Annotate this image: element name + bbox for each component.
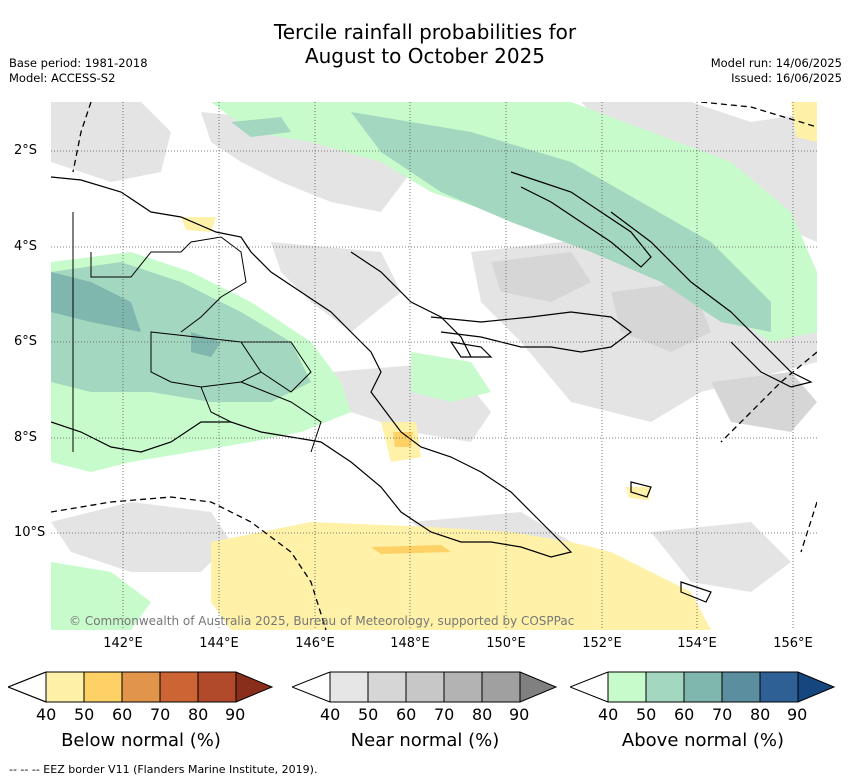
cbar-near-swatch [406, 672, 444, 702]
lat-tick-10s: 10°S [14, 525, 46, 540]
issued-date: Issued: 16/06/2025 [731, 71, 842, 85]
cbar-below-swatch [236, 672, 272, 702]
cbar-near-swatch [520, 672, 556, 702]
cbar-tick: 40 [36, 705, 57, 724]
cbar-tick: 80 [188, 705, 209, 724]
graticule [51, 102, 817, 630]
cbar-tick: 90 [787, 705, 808, 724]
cbar-below-swatch [84, 672, 122, 702]
lon-tick-156: 156°E [773, 636, 813, 651]
eez-borders [51, 102, 817, 630]
cbar-below-swatch [46, 672, 84, 702]
lat-tick-6s: 6°S [14, 334, 38, 349]
cbar-near-swatch [444, 672, 482, 702]
cbar-below-swatch [198, 672, 236, 702]
cbar-near-swatch [482, 672, 520, 702]
lon-tick-144: 144°E [199, 636, 239, 651]
cbar-tick: 60 [674, 705, 695, 724]
meta-right: Model run: 14/06/2025 Issued: 16/06/2025 [711, 56, 842, 86]
base-period: Base period: 1981-2018 [9, 56, 148, 70]
colorbar-below-normal [8, 671, 274, 703]
cbar-above-label: Above normal (%) [621, 730, 785, 751]
cbar-above-swatch [798, 672, 834, 702]
lon-tick-150: 150°E [486, 636, 526, 651]
cbar-tick: 70 [434, 705, 455, 724]
cbar-near-ticks: 40 50 60 70 80 90 [320, 705, 540, 725]
cbar-below-ticks: 40 50 60 70 80 90 [36, 705, 256, 725]
below-normal-50 [371, 432, 451, 554]
cbar-below-swatch [122, 672, 160, 702]
lat-tick-2s: 2°S [14, 143, 38, 158]
eez-footnote: -- -- -- EEZ border V11 (Flanders Marine… [9, 763, 318, 776]
cbar-above-swatch [684, 672, 722, 702]
cbar-tick: 60 [396, 705, 417, 724]
lon-tick-146: 146°E [295, 636, 335, 651]
cbar-near-swatch [368, 672, 406, 702]
cbar-tick: 50 [74, 705, 95, 724]
copyright-note: © Commonwealth of Australia 2025, Bureau… [69, 614, 575, 628]
lon-tick-142: 142°E [103, 636, 143, 651]
cbar-tick: 90 [509, 705, 530, 724]
title-line-2: August to October 2025 [304, 44, 546, 68]
colorbar-near-normal [292, 671, 558, 703]
cbar-tick: 70 [150, 705, 171, 724]
model-name: Model: ACCESS-S2 [9, 71, 116, 85]
cbar-tick: 60 [112, 705, 133, 724]
cbar-tick: 70 [712, 705, 733, 724]
cbar-tick: 40 [320, 705, 341, 724]
lat-tick-8s: 8°S [14, 430, 38, 445]
cbar-near-label: Near normal (%) [350, 730, 500, 751]
cbar-above-swatch [646, 672, 684, 702]
map-panel [51, 102, 817, 630]
coastline [51, 171, 813, 603]
lon-tick-148: 148°E [390, 636, 430, 651]
cbar-tick: 50 [358, 705, 379, 724]
map-title: Tercile rainfall probabilities for Augus… [0, 20, 850, 68]
provincial-borders [72, 212, 322, 453]
cbar-tick: 80 [472, 705, 493, 724]
meta-left: Base period: 1981-2018 Model: ACCESS-S2 [9, 56, 148, 86]
cbar-below-label: Below normal (%) [61, 730, 221, 751]
colorbar-above-normal [570, 671, 836, 703]
lon-tick-152: 152°E [582, 636, 622, 651]
cbar-above-ticks: 40 50 60 70 80 90 [598, 705, 818, 725]
cbar-above-swatch [722, 672, 760, 702]
lon-tick-154: 154°E [677, 636, 717, 651]
below-normal-shading [181, 102, 817, 630]
title-line-1: Tercile rainfall probabilities for [273, 20, 577, 44]
cbar-tick: 50 [636, 705, 657, 724]
cbar-near-swatch [330, 672, 368, 702]
lat-tick-4s: 4°S [14, 239, 38, 254]
cbar-tick: 80 [750, 705, 771, 724]
cbar-tick: 40 [598, 705, 619, 724]
model-run: Model run: 14/06/2025 [710, 56, 842, 70]
cbar-above-swatch [760, 672, 798, 702]
cbar-below-swatch [160, 672, 198, 702]
cbar-above-swatch [608, 672, 646, 702]
cbar-tick: 90 [225, 705, 246, 724]
